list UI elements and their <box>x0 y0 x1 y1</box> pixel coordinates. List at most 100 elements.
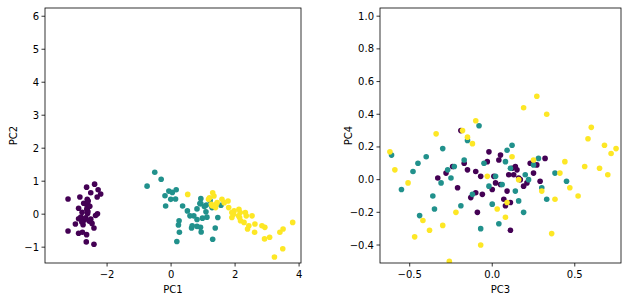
y-tick <box>42 115 46 116</box>
point <box>73 221 79 227</box>
y-tick-label: 1 <box>33 176 39 187</box>
point <box>461 157 467 163</box>
point <box>144 183 150 189</box>
point <box>252 221 258 227</box>
y-tick <box>42 49 46 50</box>
point <box>438 180 444 186</box>
point <box>509 143 515 149</box>
point <box>198 196 204 202</box>
point <box>588 125 594 131</box>
points <box>387 93 619 263</box>
point <box>241 220 247 226</box>
point <box>597 165 603 171</box>
y-tick <box>377 245 381 246</box>
point <box>158 176 164 182</box>
x-tick-label: −0.5 <box>398 269 422 280</box>
point <box>557 170 563 176</box>
y-tick-label: 1.0 <box>358 11 374 22</box>
point <box>498 152 504 158</box>
point <box>430 193 436 199</box>
point <box>549 231 555 237</box>
point <box>204 214 210 220</box>
y-axis-label: PC4 <box>343 126 354 145</box>
point <box>508 165 514 171</box>
point <box>245 226 251 232</box>
point <box>493 180 499 186</box>
point <box>552 196 558 202</box>
point <box>88 190 94 196</box>
point <box>163 203 169 209</box>
point <box>272 254 278 260</box>
point <box>496 157 502 163</box>
y-tick <box>377 114 381 115</box>
point <box>552 170 558 176</box>
frame <box>380 8 621 263</box>
point <box>531 170 537 176</box>
points <box>65 169 295 259</box>
point <box>65 228 71 234</box>
y-tick <box>377 179 381 180</box>
x-tick-label: 0 <box>168 269 174 280</box>
point <box>210 203 216 209</box>
point <box>162 193 168 199</box>
point <box>465 134 471 140</box>
figure: −2024−10123456PC1PC2−0.50.00.5−0.4−0.20.… <box>0 0 629 304</box>
point <box>423 154 429 160</box>
point <box>152 169 158 175</box>
point <box>229 210 235 216</box>
point <box>91 241 97 247</box>
x-tick <box>299 263 300 267</box>
point <box>504 188 510 194</box>
point <box>91 225 97 231</box>
point <box>481 160 487 166</box>
point <box>243 210 249 216</box>
y-tick <box>42 247 46 248</box>
point <box>503 214 509 220</box>
point <box>440 223 446 229</box>
point <box>608 151 614 157</box>
point <box>486 149 492 155</box>
point <box>602 143 608 149</box>
point <box>226 205 232 211</box>
point <box>177 230 183 236</box>
point <box>94 194 100 200</box>
point <box>77 194 83 200</box>
point <box>465 167 471 173</box>
point <box>399 187 405 193</box>
point <box>440 146 446 152</box>
point <box>531 162 537 168</box>
point <box>536 156 542 162</box>
point <box>542 156 548 162</box>
point <box>189 223 195 229</box>
y-tick <box>42 214 46 215</box>
point <box>187 213 193 219</box>
point <box>166 188 172 194</box>
y-tick <box>377 16 381 17</box>
y-tick <box>377 81 381 82</box>
point <box>509 154 515 160</box>
point <box>78 214 84 220</box>
point <box>478 174 484 180</box>
point <box>539 188 545 194</box>
point <box>448 175 454 181</box>
point <box>537 178 543 184</box>
point <box>521 105 527 111</box>
x-tick-label: −2 <box>100 269 115 280</box>
point <box>516 177 522 183</box>
x-tick <box>492 263 493 267</box>
y-tick-label: 4 <box>33 77 39 88</box>
y-axis-label: PC2 <box>8 126 19 145</box>
x-tick-label: 2 <box>232 269 238 280</box>
point <box>80 230 86 236</box>
point <box>499 182 505 188</box>
point <box>521 210 527 216</box>
point <box>212 225 218 231</box>
point <box>503 159 509 165</box>
point <box>435 175 441 181</box>
point <box>534 93 540 99</box>
y-tick-label: 0.2 <box>358 141 374 152</box>
point <box>194 224 200 230</box>
y-tick-label: 0.0 <box>358 174 374 185</box>
y-tick-label: 0 <box>33 209 39 220</box>
x-axis-label: PC3 <box>491 284 510 295</box>
